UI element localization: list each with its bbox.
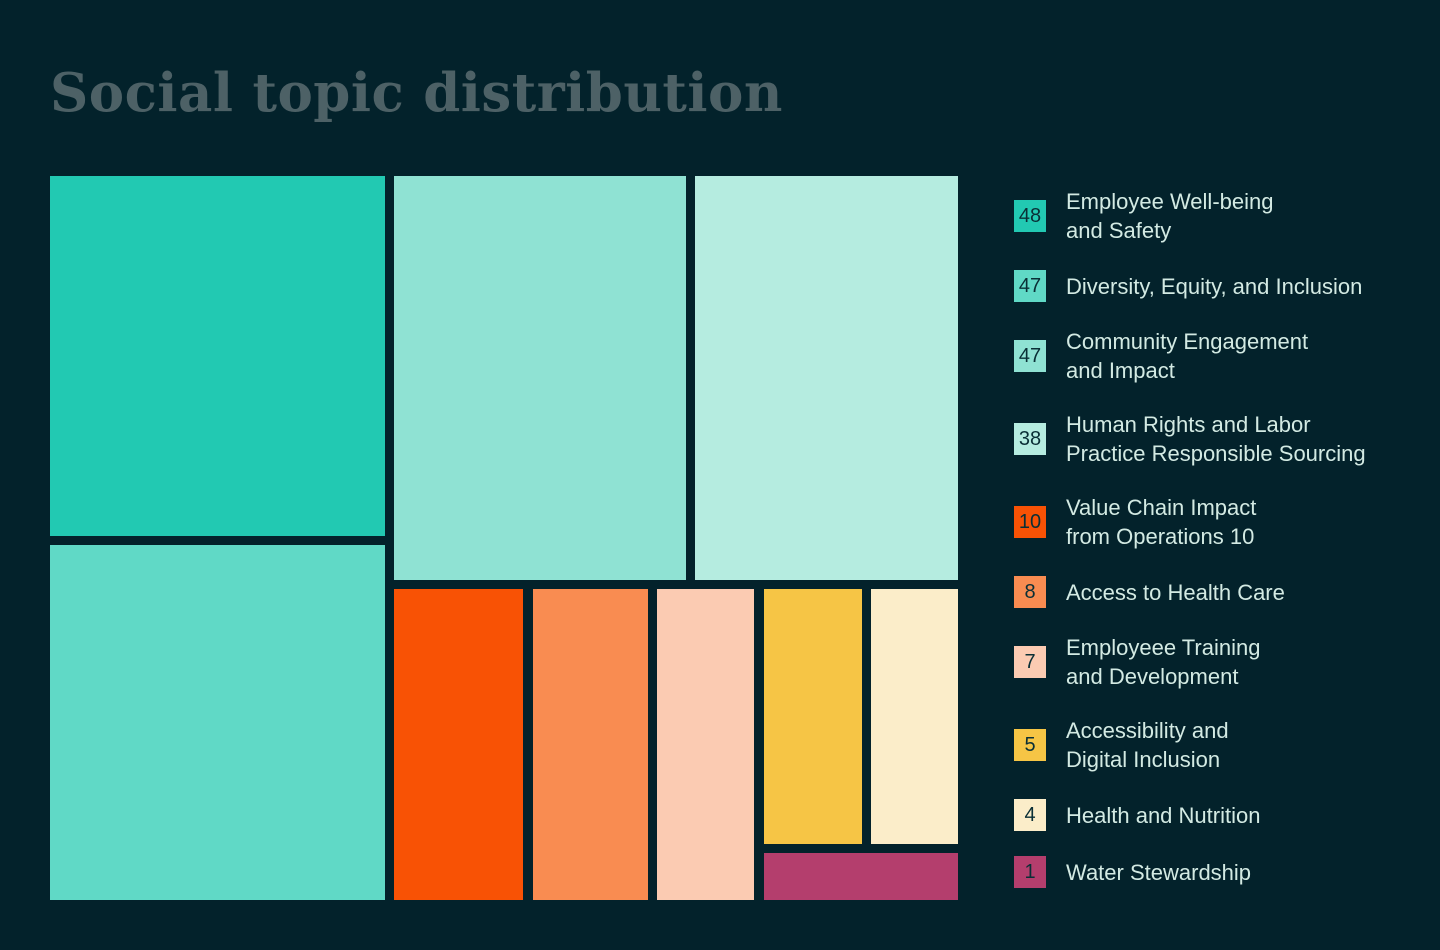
legend-swatch-access-to-health-care: 8 — [1014, 576, 1046, 608]
legend-item-diversity-equity-and-inclusion: 47 Diversity, Equity, and Inclusion — [1014, 270, 1366, 302]
legend-label-human-rights-and-labor-sourcing: Human Rights and Labor Practice Responsi… — [1066, 412, 1366, 466]
legend-label-access-to-health-care: Access to Health Care — [1066, 579, 1285, 605]
legend-label-value-chain-impact-from-operations: Value Chain Impact from Operations 10 — [1066, 495, 1257, 549]
legend-item-community-engagement-and-impact: 47 Community Engagement and Impact — [1014, 327, 1366, 385]
treemap-tile-diversity-equity-and-inclusion — [50, 545, 385, 900]
legend-item-health-and-nutrition: 4 Health and Nutrition — [1014, 799, 1366, 831]
legend-item-accessibility-and-digital-inclusion: 5 Accessibility and Digital Inclusion — [1014, 716, 1366, 774]
legend-swatch-value-chain-impact-from-operations: 10 — [1014, 506, 1046, 538]
treemap-tile-health-and-nutrition — [871, 589, 958, 844]
treemap-tile-access-to-health-care — [533, 589, 648, 900]
legend-label-water-stewardship: Water Stewardship — [1066, 859, 1252, 885]
legend-swatch-diversity-equity-and-inclusion: 47 — [1014, 270, 1046, 302]
legend-swatch-employee-well-being-and-safety: 48 — [1014, 200, 1046, 232]
legend-swatch-employeee-training-and-development: 7 — [1014, 646, 1046, 678]
legend-swatch-accessibility-and-digital-inclusion: 5 — [1014, 729, 1046, 761]
treemap-chart — [50, 176, 958, 900]
legend-item-employeee-training-and-development: 7 Employeee Training and Development — [1014, 633, 1366, 691]
treemap-tile-water-stewardship — [764, 853, 958, 900]
legend-swatch-community-engagement-and-impact: 47 — [1014, 340, 1046, 372]
legend-swatch-health-and-nutrition: 4 — [1014, 799, 1046, 831]
legend-label-health-and-nutrition: Health and Nutrition — [1066, 802, 1261, 828]
legend-label-diversity-equity-and-inclusion: Diversity, Equity, and Inclusion — [1066, 273, 1363, 299]
legend-item-human-rights-and-labor-sourcing: 38 Human Rights and Labor Practice Respon… — [1014, 410, 1366, 468]
legend-item-value-chain-impact-from-operations: 10 Value Chain Impact from Operations 10 — [1014, 493, 1366, 551]
legend-item-access-to-health-care: 8 Access to Health Care — [1014, 576, 1366, 608]
legend-swatch-human-rights-and-labor-sourcing: 38 — [1014, 423, 1046, 455]
legend-item-water-stewardship: 1 Water Stewardship — [1014, 856, 1366, 888]
legend-label-accessibility-and-digital-inclusion: Accessibility and Digital Inclusion — [1066, 718, 1229, 772]
treemap-tile-employee-well-being-and-safety — [50, 176, 385, 536]
legend-item-employee-well-being-and-safety: 48 Employee Well-being and Safety — [1014, 187, 1366, 245]
legend: 48 Employee Well-being and Safety 47 Divers… — [1014, 187, 1366, 888]
legend-label-employee-well-being-and-safety: Employee Well-being and Safety — [1066, 189, 1274, 243]
treemap-tile-community-engagement-and-impact — [394, 176, 686, 580]
treemap-tile-employeee-training-and-development — [657, 589, 754, 900]
legend-label-community-engagement-and-impact: Community Engagement and Impact — [1066, 329, 1309, 383]
page-title: Social topic distribution — [50, 62, 783, 124]
legend-label-employeee-training-and-development: Employeee Training and Development — [1066, 635, 1261, 689]
treemap-tile-value-chain-impact-from-operations — [394, 589, 523, 900]
legend-swatch-water-stewardship: 1 — [1014, 856, 1046, 888]
treemap-tile-accessibility-and-digital-inclusion — [764, 589, 862, 844]
treemap-tile-human-rights-and-labor-sourcing — [695, 176, 958, 580]
